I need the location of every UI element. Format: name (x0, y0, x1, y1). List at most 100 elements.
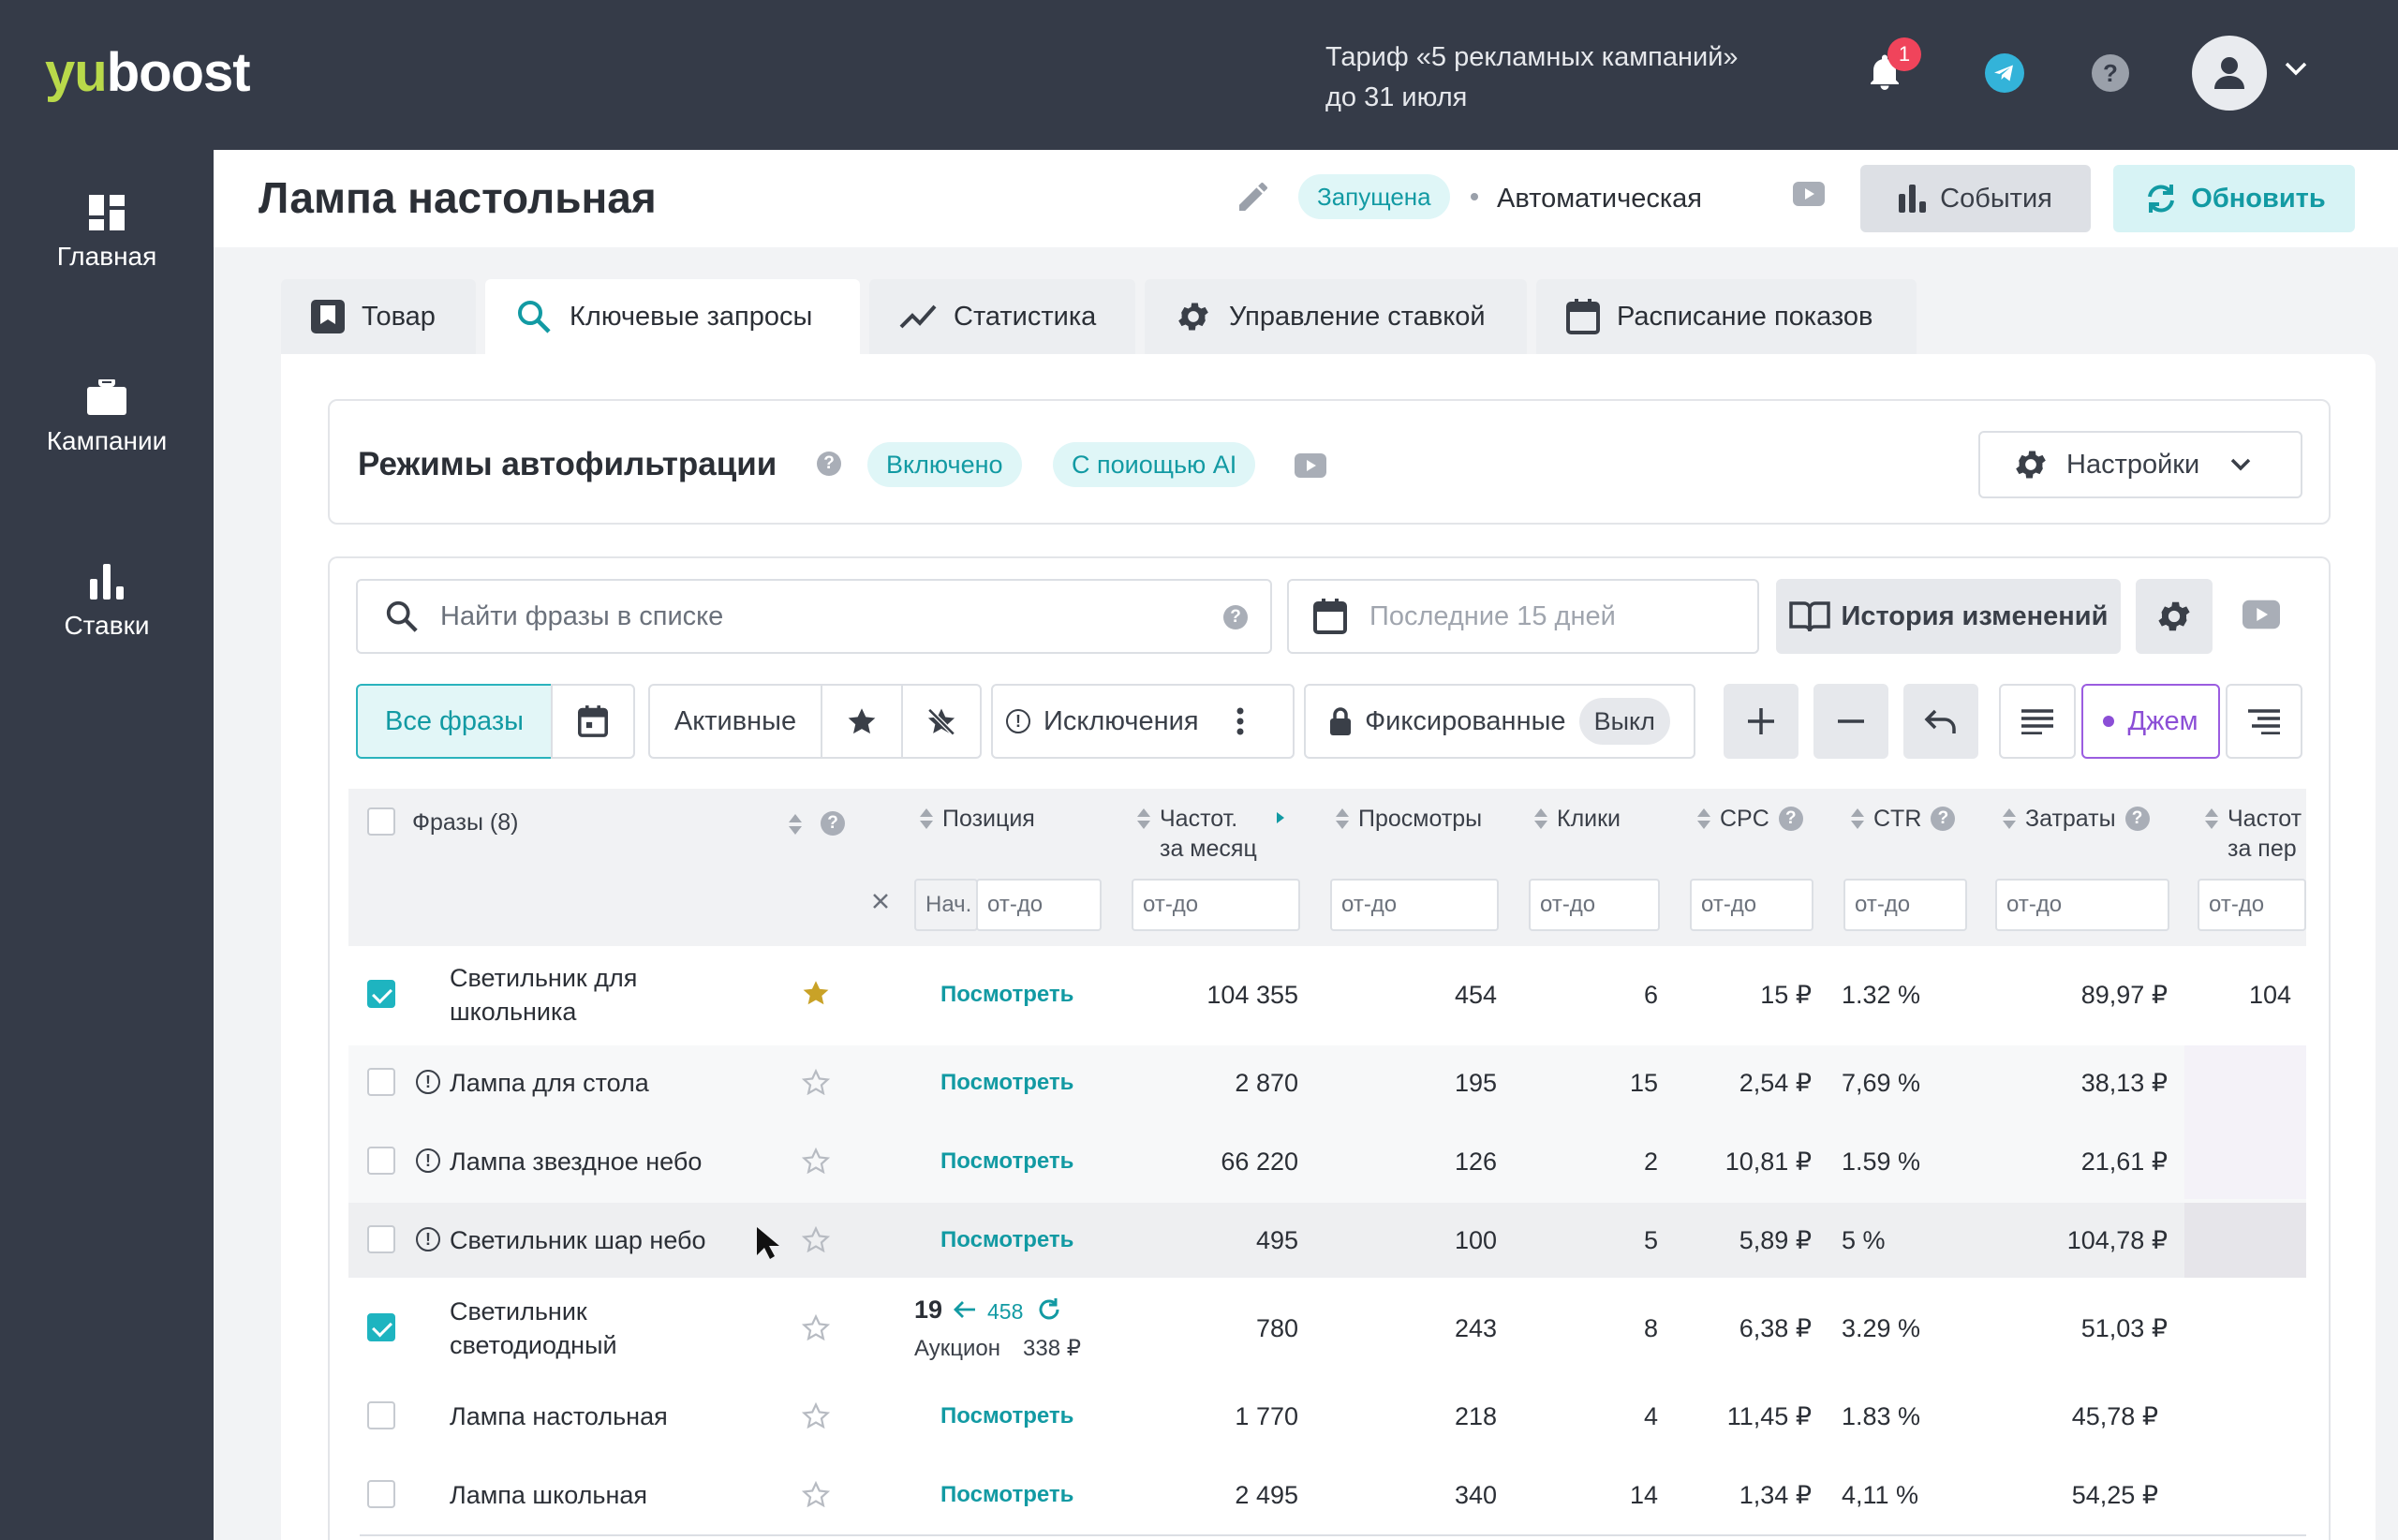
view-position-link[interactable]: Посмотреть (940, 1482, 1074, 1507)
ctr-range-input[interactable]: от-до (1843, 879, 1967, 931)
tab-product[interactable]: Товар (281, 279, 476, 354)
filter-date-button[interactable] (551, 684, 635, 759)
tab-statistics[interactable]: Статистика (869, 279, 1135, 354)
column-frequency-period[interactable]: Частот за пер (2205, 804, 2306, 864)
filter-unstarred[interactable] (901, 684, 982, 759)
filter-exclusions[interactable]: ! Исключения (991, 684, 1295, 759)
remove-button[interactable] (1813, 684, 1888, 759)
star-outline-icon[interactable] (802, 1069, 830, 1095)
logo[interactable]: yuboost (45, 42, 251, 103)
ctr-value: 3.29 % (1842, 1314, 1921, 1342)
column-phrases[interactable]: Фразы (8) (412, 809, 519, 836)
search-icon (386, 600, 418, 632)
frequency-range-input[interactable]: от-до (1132, 879, 1300, 931)
edit-icon[interactable] (1235, 178, 1272, 215)
cost-range-input[interactable]: от-до (1995, 879, 2169, 931)
trend-icon (899, 304, 937, 329)
help-icon[interactable]: ? (2124, 807, 2150, 831)
column-clicks[interactable]: Клики (1534, 804, 1621, 834)
row-checkbox[interactable] (367, 1147, 395, 1175)
views-value: 340 (1454, 1481, 1497, 1509)
row-checkbox[interactable] (367, 1480, 395, 1508)
filter-fixed[interactable]: Фиксированные Выкл (1304, 684, 1695, 759)
fixed-state-badge[interactable]: Выкл (1578, 698, 1670, 745)
chevron-down-icon[interactable] (2284, 60, 2308, 77)
row-checkbox[interactable] (367, 1401, 395, 1429)
row-checkbox[interactable] (367, 1313, 395, 1341)
view-position-link[interactable]: Посмотреть (940, 1070, 1074, 1095)
star-outline-icon[interactable] (802, 1402, 830, 1429)
column-position[interactable]: Позиция (920, 804, 1035, 834)
help-icon[interactable]: ? (2084, 47, 2137, 99)
help-icon[interactable]: ? (821, 811, 845, 836)
align-button[interactable] (1999, 684, 2076, 759)
tab-bid-management[interactable]: Управление ставкой (1145, 279, 1527, 354)
help-icon[interactable]: ? (817, 452, 841, 476)
columns-button[interactable] (2226, 684, 2302, 759)
table-settings-button[interactable] (2136, 579, 2213, 654)
column-frequency[interactable]: Частот. за месяц (1137, 804, 1285, 864)
events-button[interactable]: События (1860, 165, 2091, 232)
sidebar-item-campaigns[interactable]: Кампании (0, 379, 214, 456)
select-all-checkbox[interactable] (367, 807, 395, 836)
search-input[interactable] (440, 600, 1190, 632)
frequency-period-range-input[interactable]: от-до (2198, 879, 2306, 931)
video-icon[interactable] (1295, 453, 1326, 478)
clear-filters-icon[interactable] (871, 892, 890, 911)
more-vertical-icon[interactable] (1236, 707, 1244, 735)
cpc-range-input[interactable]: от-до (1690, 879, 1813, 931)
star-filled-icon[interactable] (802, 980, 830, 1006)
caret-right-icon[interactable] (1276, 811, 1285, 824)
phrase-text: Лампа школьная (450, 1481, 648, 1509)
star-outline-icon[interactable] (802, 1481, 830, 1507)
undo-button[interactable] (1903, 684, 1978, 759)
sidebar-item-bids[interactable]: Ставки (0, 564, 214, 641)
column-cost[interactable]: Затраты? (2003, 804, 2150, 834)
date-range-field[interactable]: Последние 15 дней (1287, 579, 1759, 654)
filter-jam[interactable]: Джем (2081, 684, 2220, 759)
position-range-input[interactable]: от-до (976, 879, 1102, 931)
filter-all-phrases[interactable]: Все фразы (356, 684, 553, 759)
column-cpc[interactable]: CPC? (1697, 804, 1803, 834)
user-avatar[interactable] (2192, 36, 2267, 111)
position-start-input[interactable]: Нач. (914, 879, 978, 931)
mouse-cursor-icon (757, 1227, 779, 1259)
filter-starred[interactable] (821, 684, 903, 759)
views-range-input[interactable]: от-до (1330, 879, 1499, 931)
refresh-button[interactable]: Обновить (2113, 165, 2355, 232)
jam-dot (2103, 716, 2115, 727)
sort-icon[interactable] (789, 809, 802, 837)
auction-value: 338 ₽ (1023, 1336, 1081, 1361)
telegram-icon[interactable] (1978, 47, 2031, 99)
clicks-value: 4 (1643, 1402, 1658, 1430)
settings-dropdown[interactable]: Настройки (1978, 431, 2302, 498)
star-outline-icon[interactable] (802, 1314, 830, 1340)
column-views[interactable]: Просмотры (1336, 804, 1482, 834)
refresh-icon[interactable] (1036, 1296, 1062, 1323)
help-icon[interactable]: ? (1778, 807, 1803, 831)
clicks-range-input[interactable]: от-до (1529, 879, 1660, 931)
help-icon[interactable]: ? (1931, 807, 1956, 831)
column-ctr[interactable]: CTR? (1851, 804, 1956, 834)
video-icon[interactable] (1793, 182, 1825, 206)
history-button[interactable]: История изменений (1776, 579, 2121, 654)
add-button[interactable] (1724, 684, 1798, 759)
star-outline-icon[interactable] (802, 1148, 830, 1174)
row-checkbox[interactable] (367, 1225, 395, 1253)
view-position-link[interactable]: Посмотреть (940, 982, 1074, 1007)
row-checkbox[interactable] (367, 1068, 395, 1096)
help-icon[interactable]: ? (1223, 605, 1248, 629)
row-checkbox[interactable] (367, 980, 395, 1008)
tab-schedule[interactable]: Расписание показов (1536, 279, 1917, 354)
video-icon[interactable] (2243, 600, 2280, 629)
view-position-link[interactable]: Посмотреть (940, 1148, 1074, 1174)
view-position-link[interactable]: Посмотреть (940, 1227, 1074, 1252)
tab-keywords[interactable]: Ключевые запросы (485, 279, 860, 354)
view-position-link[interactable]: Посмотреть (940, 1403, 1074, 1429)
sidebar-item-home[interactable]: Главная (0, 195, 214, 272)
star-outline-icon[interactable] (802, 1226, 830, 1252)
campaign-header: Лампа настольная Запущена Автоматическая… (214, 150, 2398, 247)
sort-icon (2003, 806, 2016, 832)
ctr-value: 4,11 % (1842, 1481, 1919, 1509)
filter-active[interactable]: Активные (648, 684, 822, 759)
